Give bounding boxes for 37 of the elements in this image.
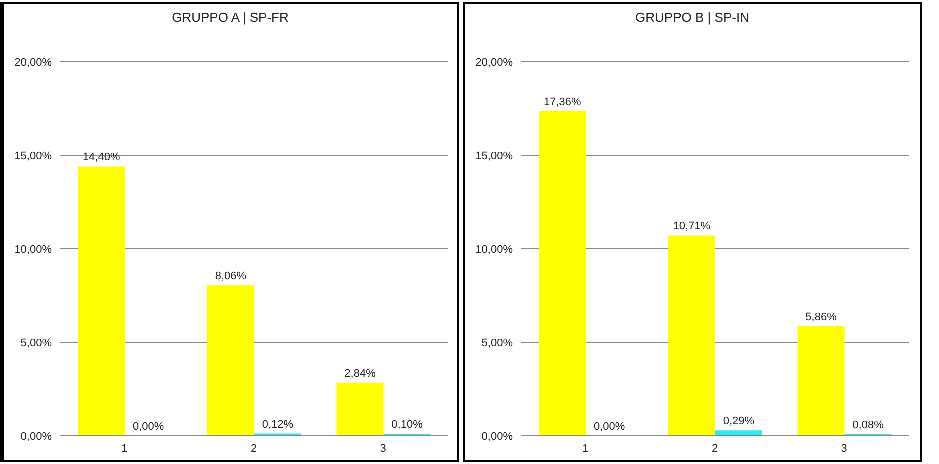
y-tick-label: 5,00%: [20, 337, 52, 350]
y-tick-label: 10,00%: [476, 244, 514, 256]
bar: [336, 382, 384, 436]
data-label: 8,06%: [215, 270, 247, 282]
y-tick-label: 20,00%: [476, 56, 514, 69]
x-tick-label: 1: [122, 442, 128, 455]
data-label: 0,29%: [723, 416, 755, 428]
bar: [207, 285, 254, 436]
x-tick-label: 1: [582, 442, 589, 455]
bar: [539, 111, 586, 436]
bar: [78, 166, 126, 436]
bar: [715, 430, 762, 436]
chart-title: GRUPPO A | SP-FR: [171, 10, 290, 25]
x-tick-label: 2: [712, 442, 718, 455]
x-tick-label: 3: [380, 442, 386, 455]
data-label: 0,00%: [594, 420, 626, 433]
y-tick-label: 15,00%: [14, 150, 52, 162]
y-tick-label: 15,00%: [476, 150, 514, 162]
data-label: 0,00%: [133, 420, 164, 433]
data-label: 14,40%: [82, 152, 120, 164]
data-label: 10,71%: [673, 220, 711, 233]
chart-title: GRUPPO B | SP-IN: [634, 10, 750, 25]
data-label: 0,08%: [852, 420, 884, 432]
data-label: 0,10%: [392, 419, 424, 432]
y-tick-label: 20,00%: [14, 56, 52, 69]
data-label: 17,36%: [544, 96, 582, 108]
bar: [798, 326, 845, 436]
y-tick-label: 0,00%: [20, 430, 52, 443]
data-label: 5,86%: [806, 311, 838, 324]
x-tick-label: 2: [250, 442, 258, 455]
data-label: 2,84%: [344, 368, 376, 380]
bar: [668, 236, 716, 436]
y-tick-label: 0,00%: [482, 430, 514, 443]
y-tick-label: 10,00%: [14, 244, 52, 256]
x-tick-label: 3: [841, 442, 848, 455]
y-tick-label: 5,00%: [482, 337, 514, 350]
data-label: 0,12%: [262, 418, 294, 431]
